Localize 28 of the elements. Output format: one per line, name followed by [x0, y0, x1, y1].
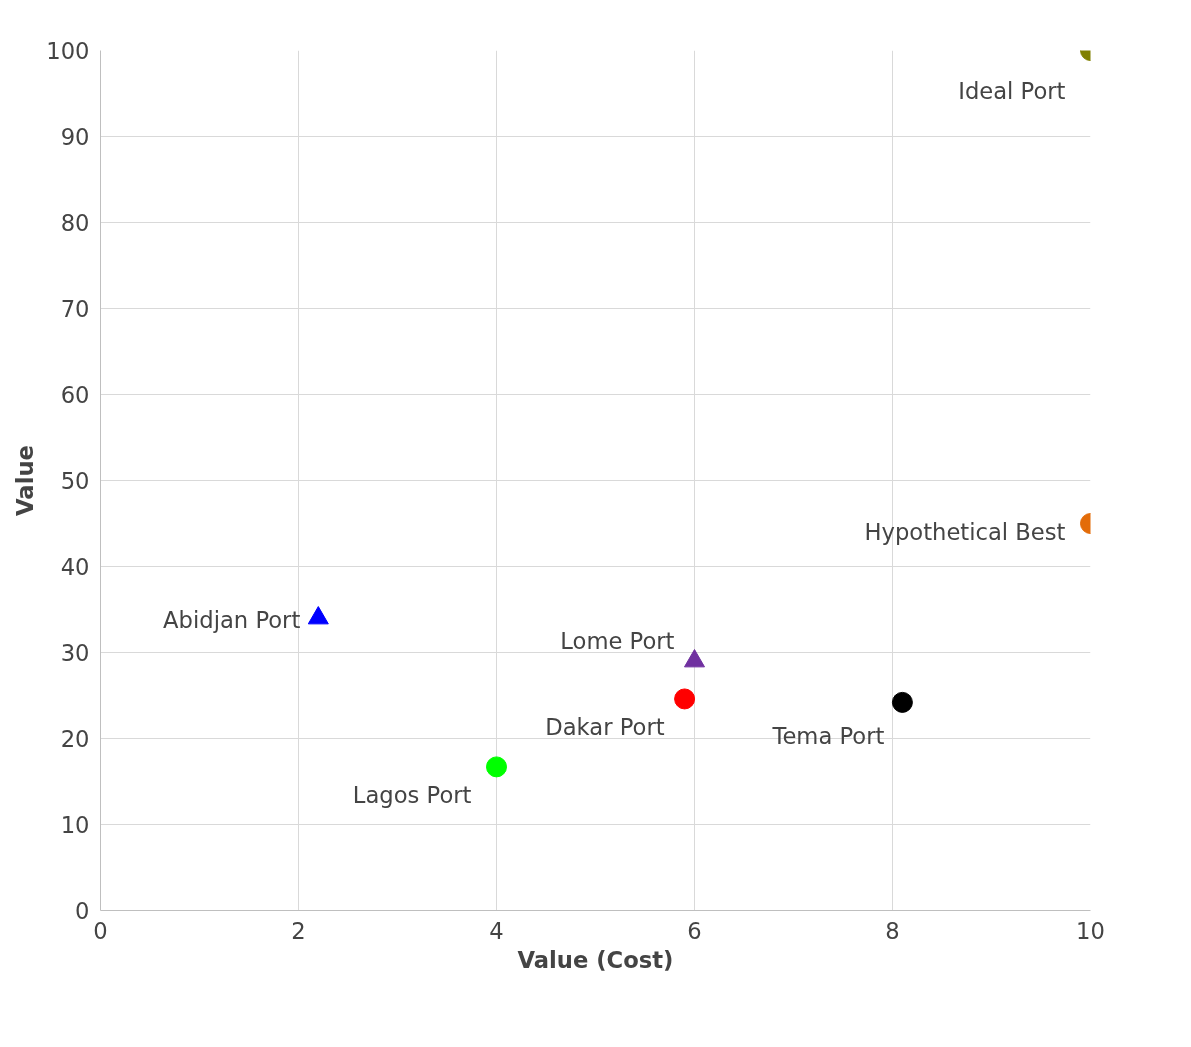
series-label: Dakar Port [545, 713, 665, 740]
x-tick-label: 6 [687, 917, 702, 944]
point [674, 688, 696, 710]
x-tick-label: 2 [291, 917, 306, 944]
series-label: Hypothetical Best [864, 518, 1066, 545]
x-tick-label: 4 [489, 917, 504, 944]
y-tick-label: 20 [60, 726, 90, 752]
y-tick-label: 80 [60, 210, 90, 236]
x-tick-label: 8 [885, 917, 900, 944]
y-tick-label: 50 [60, 468, 90, 494]
y-tick-label: 60 [60, 382, 90, 408]
x-tick-label: 10 [1076, 917, 1105, 944]
series-label: Lome Port [560, 628, 675, 655]
series-label: Ideal Port [958, 77, 1066, 104]
y-tick-label: 30 [60, 640, 90, 666]
y-tick-label: 100 [46, 38, 90, 64]
series-label: Lagos Port [352, 781, 472, 808]
series-label: Tema Port [771, 723, 885, 750]
point [486, 756, 507, 778]
y-axis-title: Value [12, 445, 39, 516]
y-tick-label: 70 [60, 296, 90, 322]
y-tick-label: 40 [60, 554, 90, 580]
x-axis-title: Value (Cost) [517, 946, 674, 973]
y-tick-label: 10 [60, 812, 90, 838]
y-tick-label: 90 [60, 124, 90, 150]
y-tick-label: 0 [75, 898, 90, 924]
series-label: Abidjan Port [163, 607, 301, 634]
x-tick-label: 0 [93, 917, 108, 944]
